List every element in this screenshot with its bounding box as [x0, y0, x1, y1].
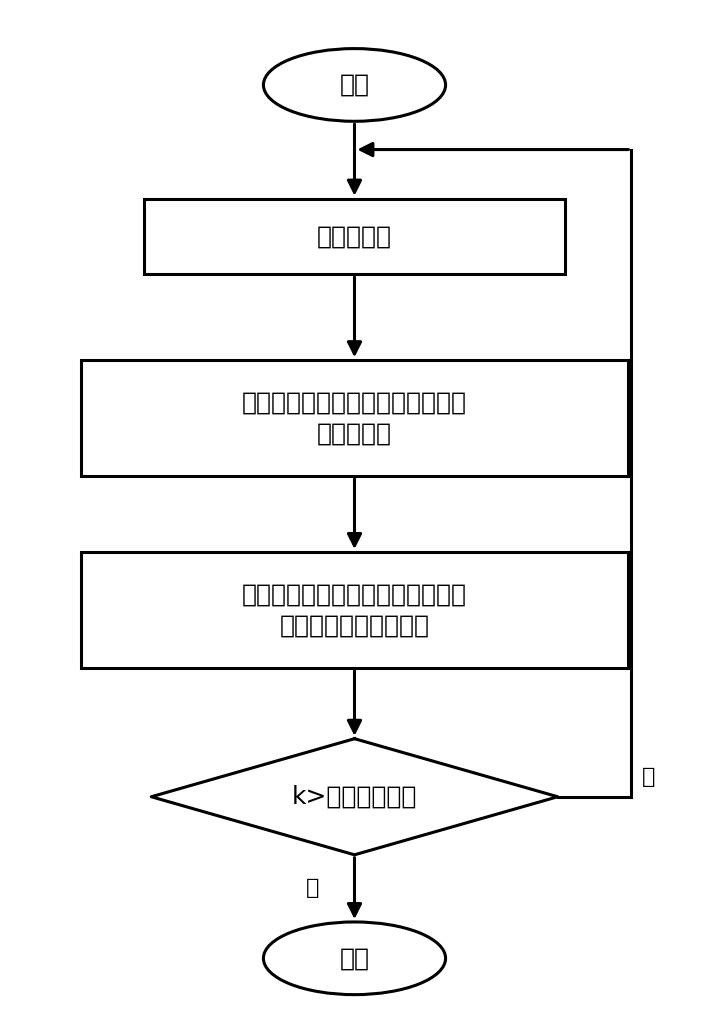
Text: 对完成趋化的个体按适应度排序并
计算其浓度: 对完成趋化的个体按适应度排序并 计算其浓度 [242, 390, 467, 446]
Text: 开始: 开始 [340, 73, 369, 97]
Polygon shape [151, 739, 558, 855]
Ellipse shape [264, 49, 445, 121]
Text: 是: 是 [306, 879, 319, 898]
Text: 趋化子程序: 趋化子程序 [317, 224, 392, 248]
FancyBboxPatch shape [82, 552, 627, 668]
Ellipse shape [264, 922, 445, 995]
FancyBboxPatch shape [82, 360, 627, 476]
Text: 按各个体的适应度和浓度计算其选
择概率并确定繁殖数目: 按各个体的适应度和浓度计算其选 择概率并确定繁殖数目 [242, 582, 467, 637]
Text: k>最大繁殖次数: k>最大繁殖次数 [292, 785, 417, 808]
FancyBboxPatch shape [145, 199, 564, 274]
Text: 否: 否 [642, 767, 655, 787]
Text: 结束: 结束 [340, 947, 369, 970]
